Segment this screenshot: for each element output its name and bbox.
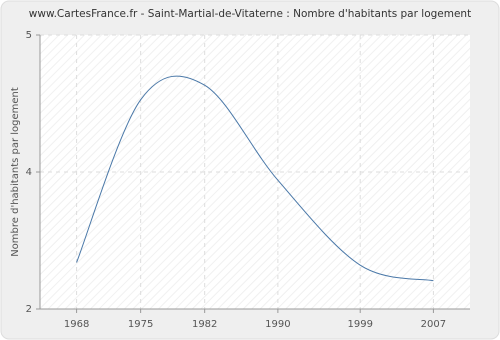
x-tick-label: 1968 xyxy=(64,319,89,330)
y-tick-label: 2 xyxy=(26,304,32,315)
series-line xyxy=(76,75,434,282)
x-tick-label: 1982 xyxy=(192,319,217,330)
x-tick-label: 2007 xyxy=(421,319,446,330)
plot-hatch xyxy=(40,35,470,309)
x-tick-label: 1975 xyxy=(128,319,153,330)
y-tick-label: 4 xyxy=(26,167,32,178)
y-tick-label: 5 xyxy=(26,30,32,41)
y-axis-label: Nombre d'habitants par logement xyxy=(10,87,21,257)
chart-title: www.CartesFrance.fr - Saint-Martial-de-V… xyxy=(29,8,471,20)
x-tick-label: 1990 xyxy=(265,319,290,330)
x-tick-label: 1999 xyxy=(347,319,372,330)
